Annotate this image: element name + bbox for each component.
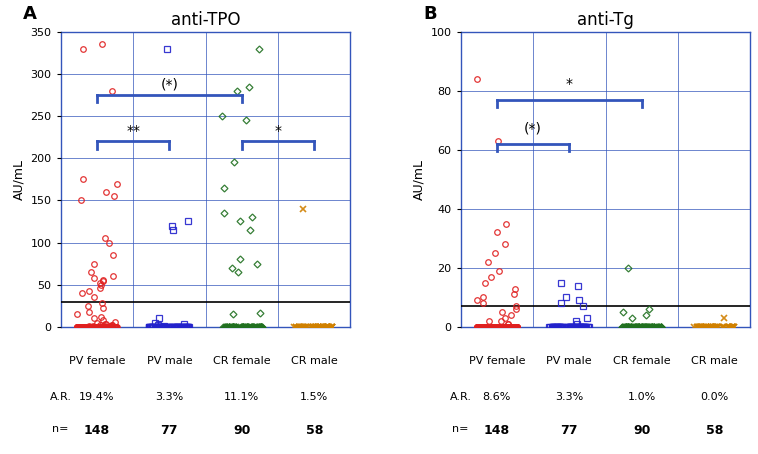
Text: **: **	[126, 124, 140, 138]
Text: A: A	[23, 5, 37, 23]
Text: 148: 148	[84, 424, 110, 437]
Text: 77: 77	[161, 424, 178, 437]
Title: anti-Tg: anti-Tg	[577, 11, 634, 29]
Text: A.R.: A.R.	[449, 392, 471, 402]
Text: 8.6%: 8.6%	[483, 392, 511, 402]
Text: CR female: CR female	[613, 356, 671, 366]
Text: *: *	[565, 77, 573, 91]
Text: 11.1%: 11.1%	[224, 392, 259, 402]
Text: PV male: PV male	[146, 356, 192, 366]
Text: PV male: PV male	[547, 356, 592, 366]
Text: 90: 90	[633, 424, 650, 437]
Text: 3.3%: 3.3%	[555, 392, 584, 402]
Text: n=: n=	[453, 424, 469, 434]
Title: anti-TPO: anti-TPO	[171, 11, 240, 29]
Text: CR male: CR male	[291, 356, 337, 366]
Text: 0.0%: 0.0%	[700, 392, 728, 402]
Text: (*): (*)	[524, 121, 542, 135]
Y-axis label: AU/mL: AU/mL	[412, 159, 425, 200]
Text: A.R.: A.R.	[49, 392, 72, 402]
Text: 3.3%: 3.3%	[155, 392, 183, 402]
Text: 148: 148	[484, 424, 510, 437]
Text: *: *	[274, 124, 281, 138]
Text: (*): (*)	[161, 78, 178, 92]
Text: B: B	[423, 5, 437, 23]
Text: CR male: CR male	[691, 356, 738, 366]
Text: PV female: PV female	[69, 356, 125, 366]
Text: 1.5%: 1.5%	[300, 392, 328, 402]
Text: 19.4%: 19.4%	[79, 392, 114, 402]
Text: CR female: CR female	[213, 356, 271, 366]
Text: 77: 77	[560, 424, 578, 437]
Text: 90: 90	[233, 424, 250, 437]
Text: 58: 58	[706, 424, 723, 437]
Text: PV female: PV female	[468, 356, 525, 366]
Text: n=: n=	[52, 424, 69, 434]
Text: 58: 58	[305, 424, 323, 437]
Y-axis label: AU/mL: AU/mL	[12, 159, 25, 200]
Text: 1.0%: 1.0%	[628, 392, 656, 402]
